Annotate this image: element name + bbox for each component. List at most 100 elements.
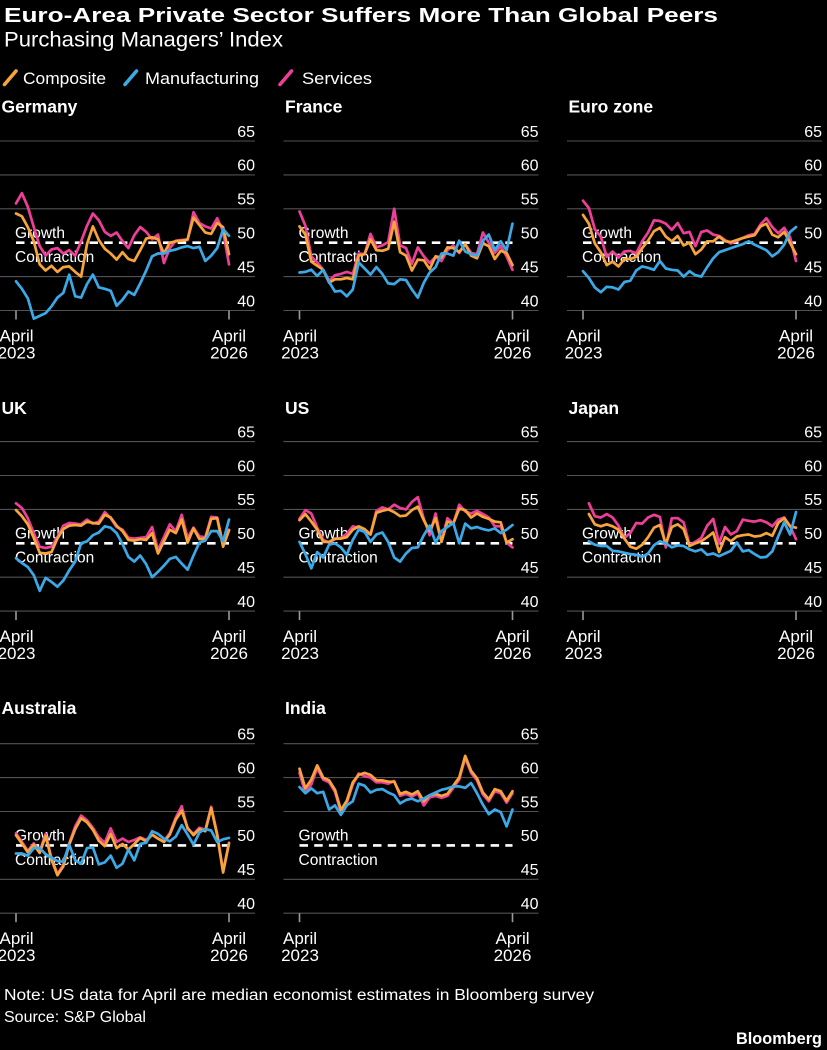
svg-text:2023: 2023: [565, 644, 603, 663]
svg-text:US: US: [285, 398, 309, 418]
svg-text:Contraction: Contraction: [15, 550, 94, 567]
svg-text:65: 65: [237, 424, 255, 441]
svg-text:Growth: Growth: [299, 225, 349, 242]
svg-text:55: 55: [804, 192, 822, 209]
svg-text:50: 50: [521, 526, 539, 543]
svg-text:50: 50: [521, 828, 539, 845]
svg-text:April: April: [0, 929, 34, 948]
svg-text:60: 60: [521, 760, 539, 777]
svg-text:2023: 2023: [565, 344, 603, 363]
svg-text:Contraction: Contraction: [582, 550, 661, 567]
svg-text:2023: 2023: [0, 946, 35, 965]
svg-text:April: April: [283, 327, 317, 346]
svg-text:Source: S&P Global: Source: S&P Global: [4, 1009, 146, 1026]
svg-text:50: 50: [521, 226, 539, 243]
svg-text:2026: 2026: [210, 946, 248, 965]
svg-text:60: 60: [237, 458, 255, 475]
svg-text:2023: 2023: [281, 644, 319, 663]
svg-text:2026: 2026: [210, 644, 248, 663]
svg-text:60: 60: [804, 158, 822, 175]
svg-text:April: April: [495, 327, 529, 346]
svg-text:60: 60: [804, 458, 822, 475]
svg-text:Services: Services: [302, 69, 372, 88]
svg-text:45: 45: [237, 560, 255, 577]
svg-text:Japan: Japan: [569, 398, 620, 418]
svg-text:65: 65: [521, 727, 539, 744]
svg-text:2023: 2023: [281, 344, 319, 363]
svg-text:65: 65: [804, 124, 822, 141]
svg-text:April: April: [283, 627, 317, 646]
svg-text:2026: 2026: [210, 344, 248, 363]
svg-text:60: 60: [237, 760, 255, 777]
svg-text:2023: 2023: [0, 644, 35, 663]
svg-text:April: April: [566, 627, 600, 646]
svg-text:Australia: Australia: [2, 698, 77, 718]
svg-text:45: 45: [237, 259, 255, 276]
svg-text:40: 40: [237, 896, 255, 913]
svg-text:April: April: [212, 627, 246, 646]
svg-text:40: 40: [521, 896, 539, 913]
svg-text:45: 45: [237, 862, 255, 879]
svg-text:60: 60: [521, 458, 539, 475]
svg-text:2026: 2026: [494, 644, 532, 663]
svg-text:45: 45: [804, 259, 822, 276]
svg-text:Contraction: Contraction: [299, 852, 378, 869]
svg-text:50: 50: [804, 226, 822, 243]
svg-text:65: 65: [521, 424, 539, 441]
svg-text:55: 55: [237, 794, 255, 811]
svg-text:2023: 2023: [281, 946, 319, 965]
svg-text:April: April: [0, 327, 34, 346]
svg-text:50: 50: [237, 828, 255, 845]
svg-text:April: April: [779, 627, 813, 646]
svg-text:India: India: [285, 698, 326, 718]
svg-text:45: 45: [804, 560, 822, 577]
svg-text:UK: UK: [2, 398, 28, 418]
svg-text:40: 40: [237, 293, 255, 310]
svg-text:55: 55: [521, 192, 539, 209]
svg-text:Euro-Area Private Sector Suffe: Euro-Area Private Sector Suffers More Th…: [4, 4, 718, 27]
svg-text:Bloomberg: Bloomberg: [736, 1029, 822, 1048]
svg-text:Growth: Growth: [15, 828, 65, 845]
svg-text:April: April: [212, 327, 246, 346]
svg-text:40: 40: [237, 594, 255, 611]
svg-text:April: April: [212, 929, 246, 948]
svg-text:Purchasing Managers’ Index: Purchasing Managers’ Index: [4, 29, 284, 52]
svg-text:Growth: Growth: [299, 828, 349, 845]
svg-text:65: 65: [237, 124, 255, 141]
svg-text:Germany: Germany: [2, 97, 78, 117]
svg-text:60: 60: [237, 158, 255, 175]
svg-text:45: 45: [521, 560, 539, 577]
svg-text:55: 55: [521, 492, 539, 509]
svg-text:45: 45: [521, 259, 539, 276]
svg-text:Growth: Growth: [15, 225, 65, 242]
svg-text:France: France: [285, 97, 343, 117]
svg-text:50: 50: [804, 526, 822, 543]
svg-text:Composite: Composite: [23, 69, 106, 88]
svg-text:April: April: [495, 929, 529, 948]
svg-text:April: April: [495, 627, 529, 646]
svg-text:April: April: [283, 929, 317, 948]
svg-text:40: 40: [804, 594, 822, 611]
svg-text:65: 65: [237, 727, 255, 744]
svg-text:65: 65: [804, 424, 822, 441]
svg-text:April: April: [0, 627, 34, 646]
svg-text:April: April: [566, 327, 600, 346]
svg-text:2026: 2026: [494, 344, 532, 363]
svg-text:2026: 2026: [777, 644, 815, 663]
svg-text:55: 55: [521, 794, 539, 811]
svg-text:60: 60: [521, 158, 539, 175]
svg-text:2026: 2026: [494, 946, 532, 965]
svg-text:April: April: [779, 327, 813, 346]
svg-text:Growth: Growth: [15, 526, 65, 543]
svg-text:50: 50: [237, 526, 255, 543]
svg-text:50: 50: [237, 226, 255, 243]
svg-text:Manufacturing: Manufacturing: [145, 69, 259, 88]
svg-text:55: 55: [237, 192, 255, 209]
svg-text:Euro zone: Euro zone: [569, 97, 654, 117]
svg-text:55: 55: [804, 492, 822, 509]
svg-text:40: 40: [521, 594, 539, 611]
svg-text:45: 45: [521, 862, 539, 879]
svg-text:55: 55: [237, 492, 255, 509]
svg-text:Note: US data for April are me: Note: US data for April are median econo…: [4, 987, 594, 1004]
svg-text:40: 40: [804, 293, 822, 310]
